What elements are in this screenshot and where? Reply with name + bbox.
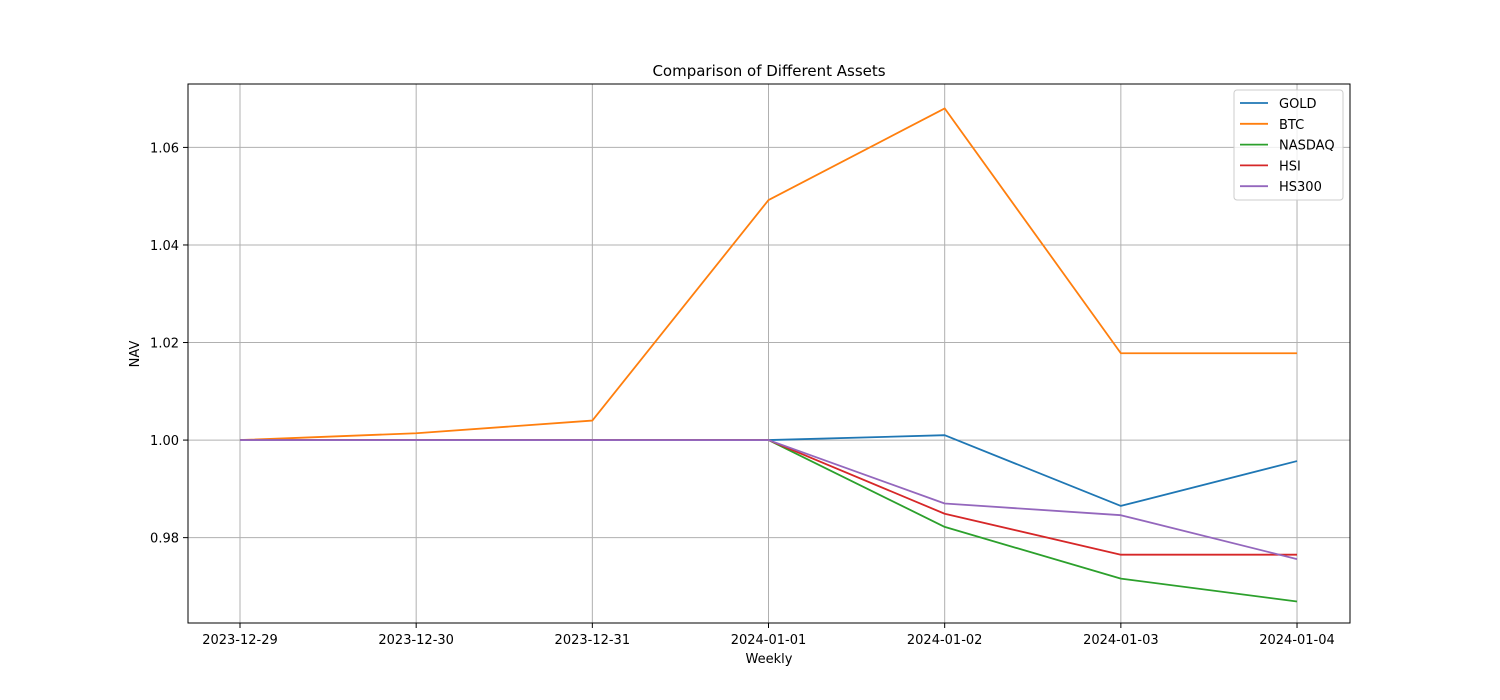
x-tick-label: 2023-12-29 — [202, 633, 278, 648]
x-tick-label: 2024-01-03 — [1083, 633, 1159, 648]
x-tick-label: 2023-12-31 — [555, 633, 631, 648]
legend-label: BTC — [1279, 118, 1304, 133]
y-tick-label: 1.02 — [150, 337, 179, 352]
series-line-btc — [239, 107, 1298, 441]
y-axis-label: NAV — [128, 341, 143, 368]
legend-label: GOLD — [1279, 97, 1317, 112]
x-tick-label: 2023-12-30 — [378, 633, 454, 648]
series-lines — [239, 107, 1298, 603]
legend-label: HS300 — [1279, 180, 1322, 195]
y-tick-label: 0.98 — [150, 532, 179, 547]
x-tick-label: 2024-01-02 — [907, 633, 983, 648]
y-tick-label: 1.04 — [150, 239, 179, 254]
x-axis-ticks: 2023-12-29 2023-12-30 2023-12-31 2024-01-01… — [202, 623, 1335, 648]
legend: GOLD BTC NASDAQ HSI HS300 — [1233, 89, 1344, 201]
x-axis-label: Weekly — [746, 652, 793, 667]
x-tick-label: 2024-01-04 — [1259, 633, 1335, 648]
legend-label: HSI — [1279, 159, 1301, 174]
y-tick-label: 1.06 — [150, 141, 179, 156]
y-tick-label: 1.00 — [150, 434, 179, 449]
legend-box — [1233, 89, 1344, 201]
y-axis-ticks: 0.98 1.00 1.02 1.04 1.06 — [150, 141, 188, 547]
chart-title: Comparison of Different Assets — [652, 62, 885, 80]
legend-label: NASDAQ — [1279, 139, 1335, 154]
series-line-hs300 — [240, 439, 1298, 560]
x-tick-label: 2024-01-01 — [731, 633, 807, 648]
